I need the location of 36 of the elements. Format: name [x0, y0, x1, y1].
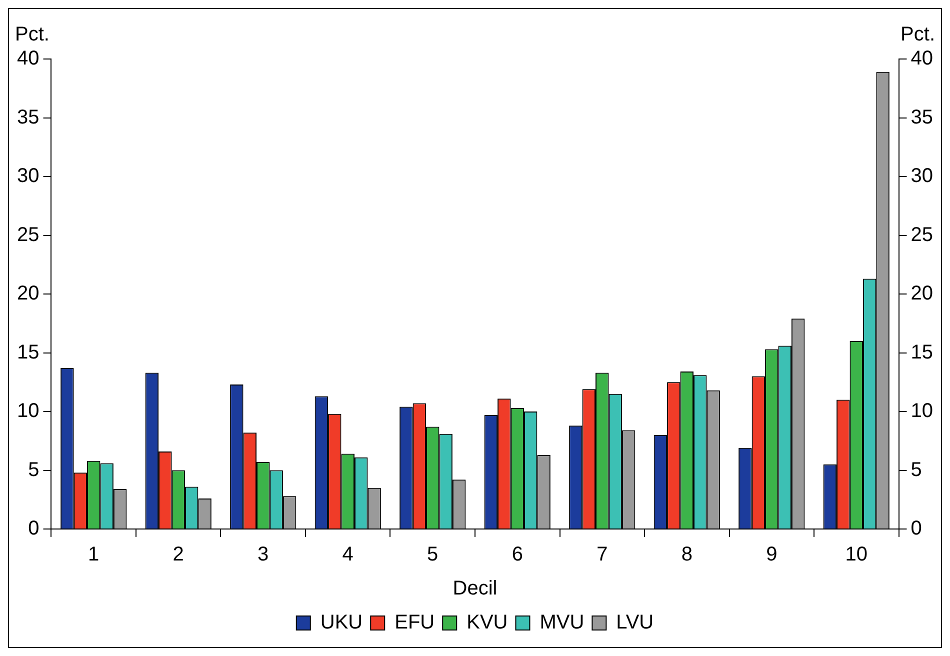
- y-tick-label: 25: [16, 224, 40, 246]
- legend-label: LVU: [616, 612, 654, 634]
- y2-tick-label: 0: [910, 518, 922, 540]
- y2-tick-label: 10: [910, 400, 934, 422]
- y-tick-label: 30: [16, 165, 40, 188]
- x-tick-label: 7: [596, 544, 608, 566]
- x-tick-label: 8: [681, 544, 692, 566]
- y-tick-label: 40: [16, 48, 40, 70]
- y-tick-label: 15: [16, 341, 40, 364]
- legend-label: KVU: [466, 612, 508, 634]
- x-tick-label: 3: [258, 544, 269, 566]
- y-tick-label: 0: [28, 518, 40, 540]
- x-tick-label: 6: [512, 544, 523, 566]
- legend-label: MVU: [540, 612, 584, 634]
- legend-label: EFU: [394, 612, 435, 634]
- y2-axis-title: Pct.: [900, 24, 935, 46]
- x-tick-label: 9: [766, 544, 778, 566]
- y-tick-label: 5: [28, 458, 40, 481]
- y2-tick-label: 5: [910, 458, 922, 481]
- y-axis-title: Pct.: [15, 24, 50, 46]
- x-tick-label: 1: [88, 544, 100, 566]
- y-tick-label: 35: [16, 106, 40, 128]
- y2-tick-label: 40: [910, 48, 934, 70]
- x-tick-label: 4: [342, 544, 354, 566]
- y-tick-label: 10: [16, 400, 40, 422]
- legend-label: UKU: [320, 612, 363, 634]
- y2-tick-label: 20: [910, 282, 934, 305]
- y2-tick-label: 25: [910, 224, 934, 246]
- y2-tick-label: 30: [910, 165, 934, 188]
- x-axis-title: Decil: [452, 578, 498, 600]
- x-tick-label: 10: [845, 544, 868, 566]
- y2-tick-label: 35: [910, 106, 934, 128]
- x-tick-label: 2: [172, 544, 184, 566]
- x-tick-label: 5: [427, 544, 438, 566]
- y2-tick-label: 15: [910, 341, 934, 364]
- y-tick-label: 20: [16, 282, 40, 305]
